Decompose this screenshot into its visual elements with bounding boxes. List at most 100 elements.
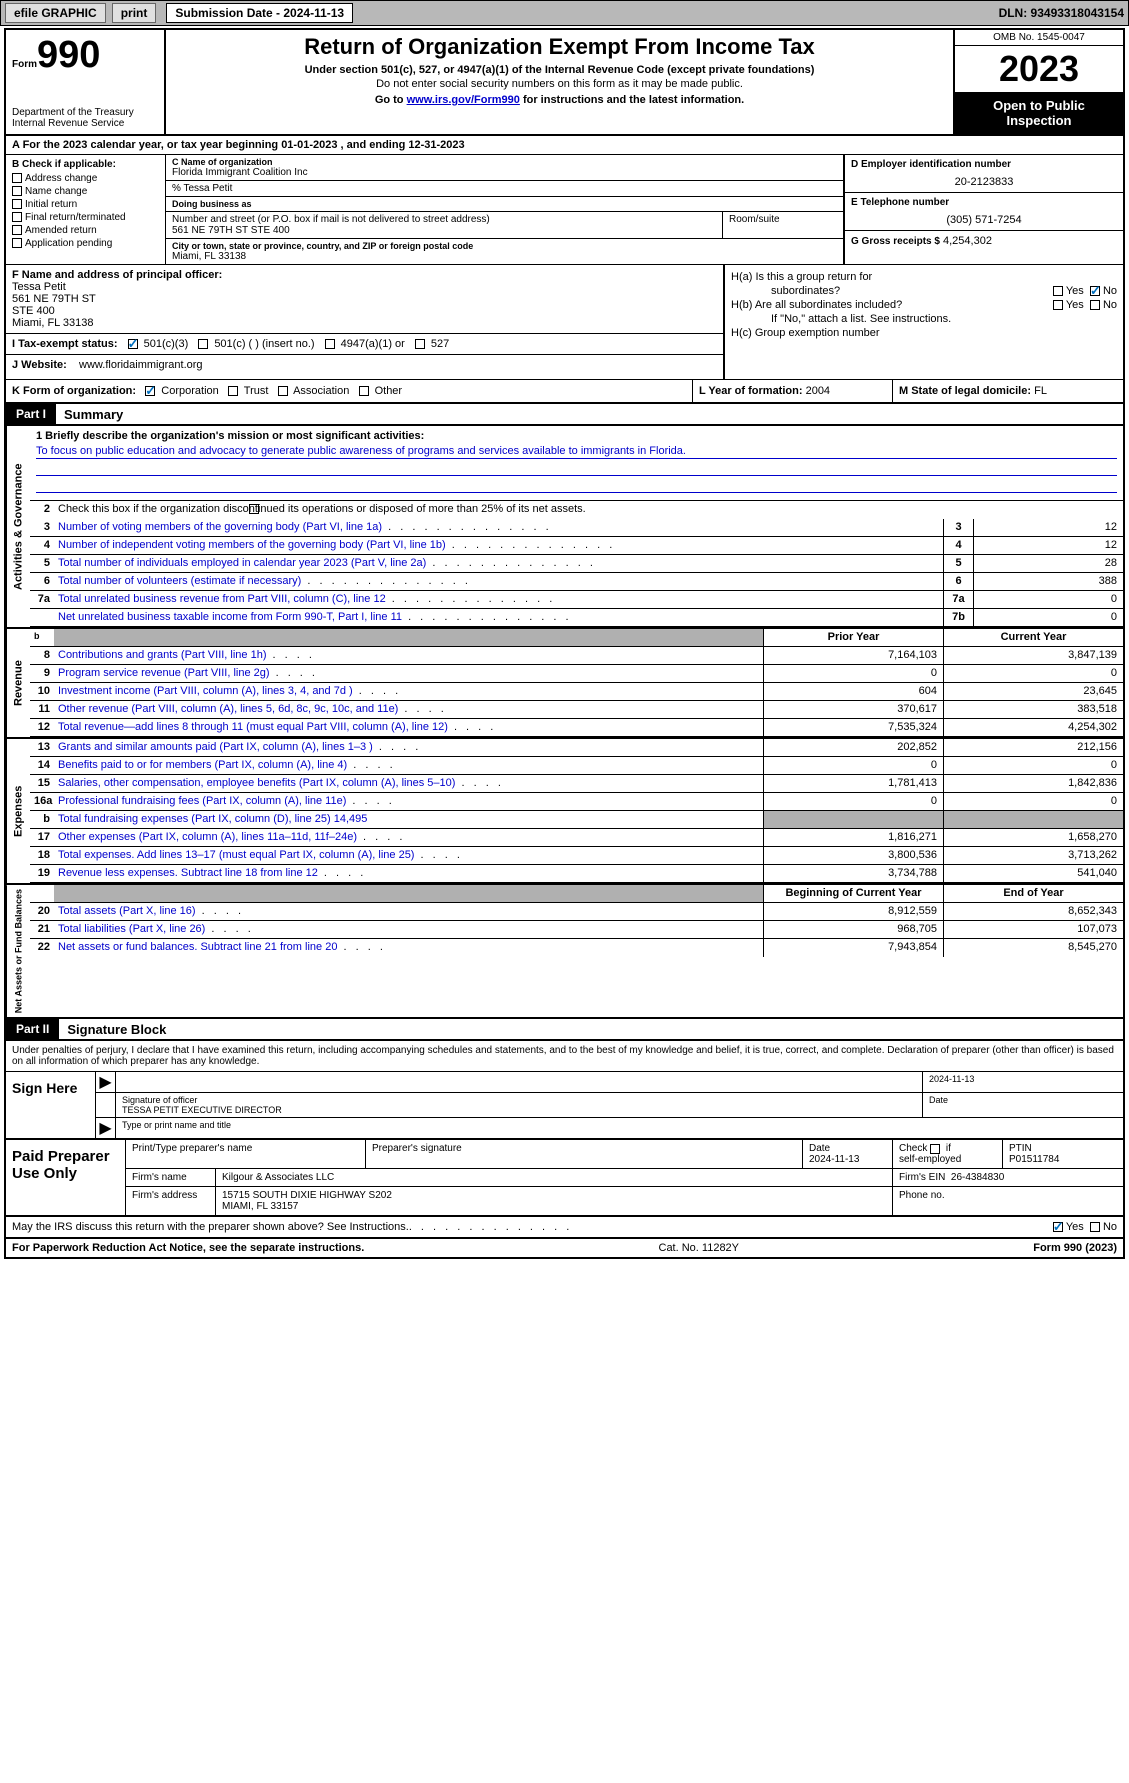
chk-501c[interactable]: 501(c) ( ) (insert no.): [198, 338, 314, 350]
chk-line2[interactable]: [249, 504, 259, 514]
sig-date-label: Date: [923, 1093, 1123, 1117]
section-k-l-m: K Form of organization: Corporation Trus…: [6, 380, 1123, 404]
hb-yes[interactable]: Yes: [1053, 299, 1084, 311]
form-org-label: K Form of organization:: [12, 385, 136, 397]
gov-line: 6Total number of volunteers (estimate if…: [30, 573, 1123, 591]
org-name-label: C Name of organization: [172, 157, 837, 167]
dln-label: DLN: 93493318043154: [999, 6, 1124, 20]
summary-line: 9Program service revenue (Part VIII, lin…: [30, 665, 1123, 683]
prior-value: 1,816,271: [763, 829, 943, 846]
line-num: 7a: [30, 591, 54, 608]
phone-label: E Telephone number: [851, 197, 1117, 208]
line-desc: Number of voting members of the governin…: [54, 519, 943, 536]
col-beginning-year: Beginning of Current Year: [763, 885, 943, 902]
line-desc: Total liabilities (Part X, line 26): [54, 921, 763, 938]
summary-line: 14Benefits paid to or for members (Part …: [30, 757, 1123, 775]
part-ii-num: Part II: [6, 1019, 59, 1039]
discuss-no[interactable]: No: [1090, 1221, 1117, 1233]
dept-treasury: Department of the Treasury: [12, 107, 158, 118]
tax-year: 2023: [955, 46, 1123, 92]
line-desc: Total number of volunteers (estimate if …: [54, 573, 943, 590]
chk-amended-return[interactable]: Amended return: [12, 225, 159, 236]
chk-application-pending[interactable]: Application pending: [12, 238, 159, 249]
form-goto: Go to www.irs.gov/Form990 for instructio…: [174, 94, 945, 106]
line-desc: Net assets or fund balances. Subtract li…: [54, 939, 763, 957]
mission-label: 1 Briefly describe the organization's mi…: [36, 430, 1117, 442]
sign-here-label: Sign Here: [6, 1072, 96, 1138]
dba-label: Doing business as: [172, 199, 837, 209]
line-num: 3: [30, 519, 54, 536]
line-desc: Total assets (Part X, line 16): [54, 903, 763, 920]
discuss-yes[interactable]: Yes: [1053, 1221, 1084, 1233]
tab-net-assets: Net Assets or Fund Balances: [6, 885, 30, 1017]
line-ref: 4: [943, 537, 973, 554]
chk-trust[interactable]: Trust: [228, 385, 269, 397]
part-i-title: Summary: [56, 407, 123, 422]
dept-irs: Internal Revenue Service: [12, 118, 158, 129]
form-number-block: Form990 Department of the Treasury Inter…: [6, 30, 166, 134]
current-value: 8,545,270: [943, 939, 1123, 957]
prior-value: 0: [763, 793, 943, 810]
current-value: 0: [943, 757, 1123, 774]
mission-box: 1 Briefly describe the organization's mi…: [30, 426, 1123, 501]
form-footer: For Paperwork Reduction Act Notice, see …: [6, 1239, 1123, 1257]
line-value: 12: [973, 519, 1123, 536]
tab-governance: Activities & Governance: [6, 426, 30, 627]
col-current-year: Current Year: [943, 629, 1123, 646]
chk-501c3[interactable]: 501(c)(3): [128, 338, 189, 350]
col-prior-year: Prior Year: [763, 629, 943, 646]
ha-no[interactable]: No: [1090, 285, 1117, 297]
revenue-section: Revenue b Prior Year Current Year 8Contr…: [6, 627, 1123, 737]
summary-line: 8Contributions and grants (Part VIII, li…: [30, 647, 1123, 665]
chk-final-return[interactable]: Final return/terminated: [12, 212, 159, 223]
firm-name: Kilgour & Associates LLC: [216, 1169, 893, 1186]
sign-here-block: Sign Here ▶ 2024-11-13 Signature of offi…: [6, 1072, 1123, 1140]
print-button[interactable]: print: [112, 3, 157, 23]
ptin-label: PTIN: [1009, 1143, 1032, 1154]
chk-name-change[interactable]: Name change: [12, 186, 159, 197]
ha-yes[interactable]: Yes: [1053, 285, 1084, 297]
line-desc: Net unrelated business taxable income fr…: [54, 609, 943, 626]
chk-4947[interactable]: 4947(a)(1) or: [325, 338, 405, 350]
prior-value: 3,800,536: [763, 847, 943, 864]
chk-association[interactable]: Association: [278, 385, 350, 397]
line-num: 4: [30, 537, 54, 554]
prep-name-label: Print/Type preparer's name: [126, 1140, 366, 1168]
sig-name-label: Type or print name and title: [116, 1118, 1123, 1138]
net-header-row: Beginning of Current Year End of Year: [30, 885, 1123, 903]
h-b-note: If "No," attach a list. See instructions…: [731, 313, 951, 325]
gov-line: 4Number of independent voting members of…: [30, 537, 1123, 555]
gov-line: 7aTotal unrelated business revenue from …: [30, 591, 1123, 609]
line-value: 28: [973, 555, 1123, 572]
firm-addr-label: Firm's address: [126, 1187, 216, 1215]
state-domicile: FL: [1034, 385, 1047, 397]
summary-line: 11Other revenue (Part VIII, column (A), …: [30, 701, 1123, 719]
mission-text: To focus on public education and advocac…: [36, 445, 1117, 459]
submission-date: Submission Date - 2024-11-13: [166, 3, 353, 23]
prep-date: 2024-11-13: [809, 1154, 859, 1165]
chk-initial-return[interactable]: Initial return: [12, 199, 159, 210]
line-ref: 6: [943, 573, 973, 590]
current-value: 107,073: [943, 921, 1123, 938]
line-num: 19: [30, 865, 54, 882]
addr-value: 561 NE 79TH ST STE 400: [172, 225, 716, 236]
line-num: 17: [30, 829, 54, 846]
org-care-of: % Tessa Petit: [172, 183, 837, 194]
firm-addr1: 15715 SOUTH DIXIE HIGHWAY S202: [222, 1190, 886, 1201]
hb-no[interactable]: No: [1090, 299, 1117, 311]
line-desc: Other expenses (Part IX, column (A), lin…: [54, 829, 763, 846]
irs-link[interactable]: www.irs.gov/Form990: [407, 94, 520, 106]
summary-line: 18Total expenses. Add lines 13–17 (must …: [30, 847, 1123, 865]
ein-label: D Employer identification number: [851, 159, 1117, 170]
room-label: Room/suite: [729, 214, 837, 225]
chk-527[interactable]: 527: [415, 338, 449, 350]
firm-ein-label: Firm's EIN: [899, 1172, 945, 1183]
website-label: J Website:: [12, 359, 67, 371]
chk-address-change[interactable]: Address change: [12, 173, 159, 184]
website-value: www.floridaimmigrant.org: [79, 359, 202, 371]
chk-other[interactable]: Other: [359, 385, 403, 397]
chk-corporation[interactable]: Corporation: [145, 385, 219, 397]
current-value: 1,658,270: [943, 829, 1123, 846]
current-value: 3,847,139: [943, 647, 1123, 664]
chk-self-employed[interactable]: [930, 1144, 940, 1154]
